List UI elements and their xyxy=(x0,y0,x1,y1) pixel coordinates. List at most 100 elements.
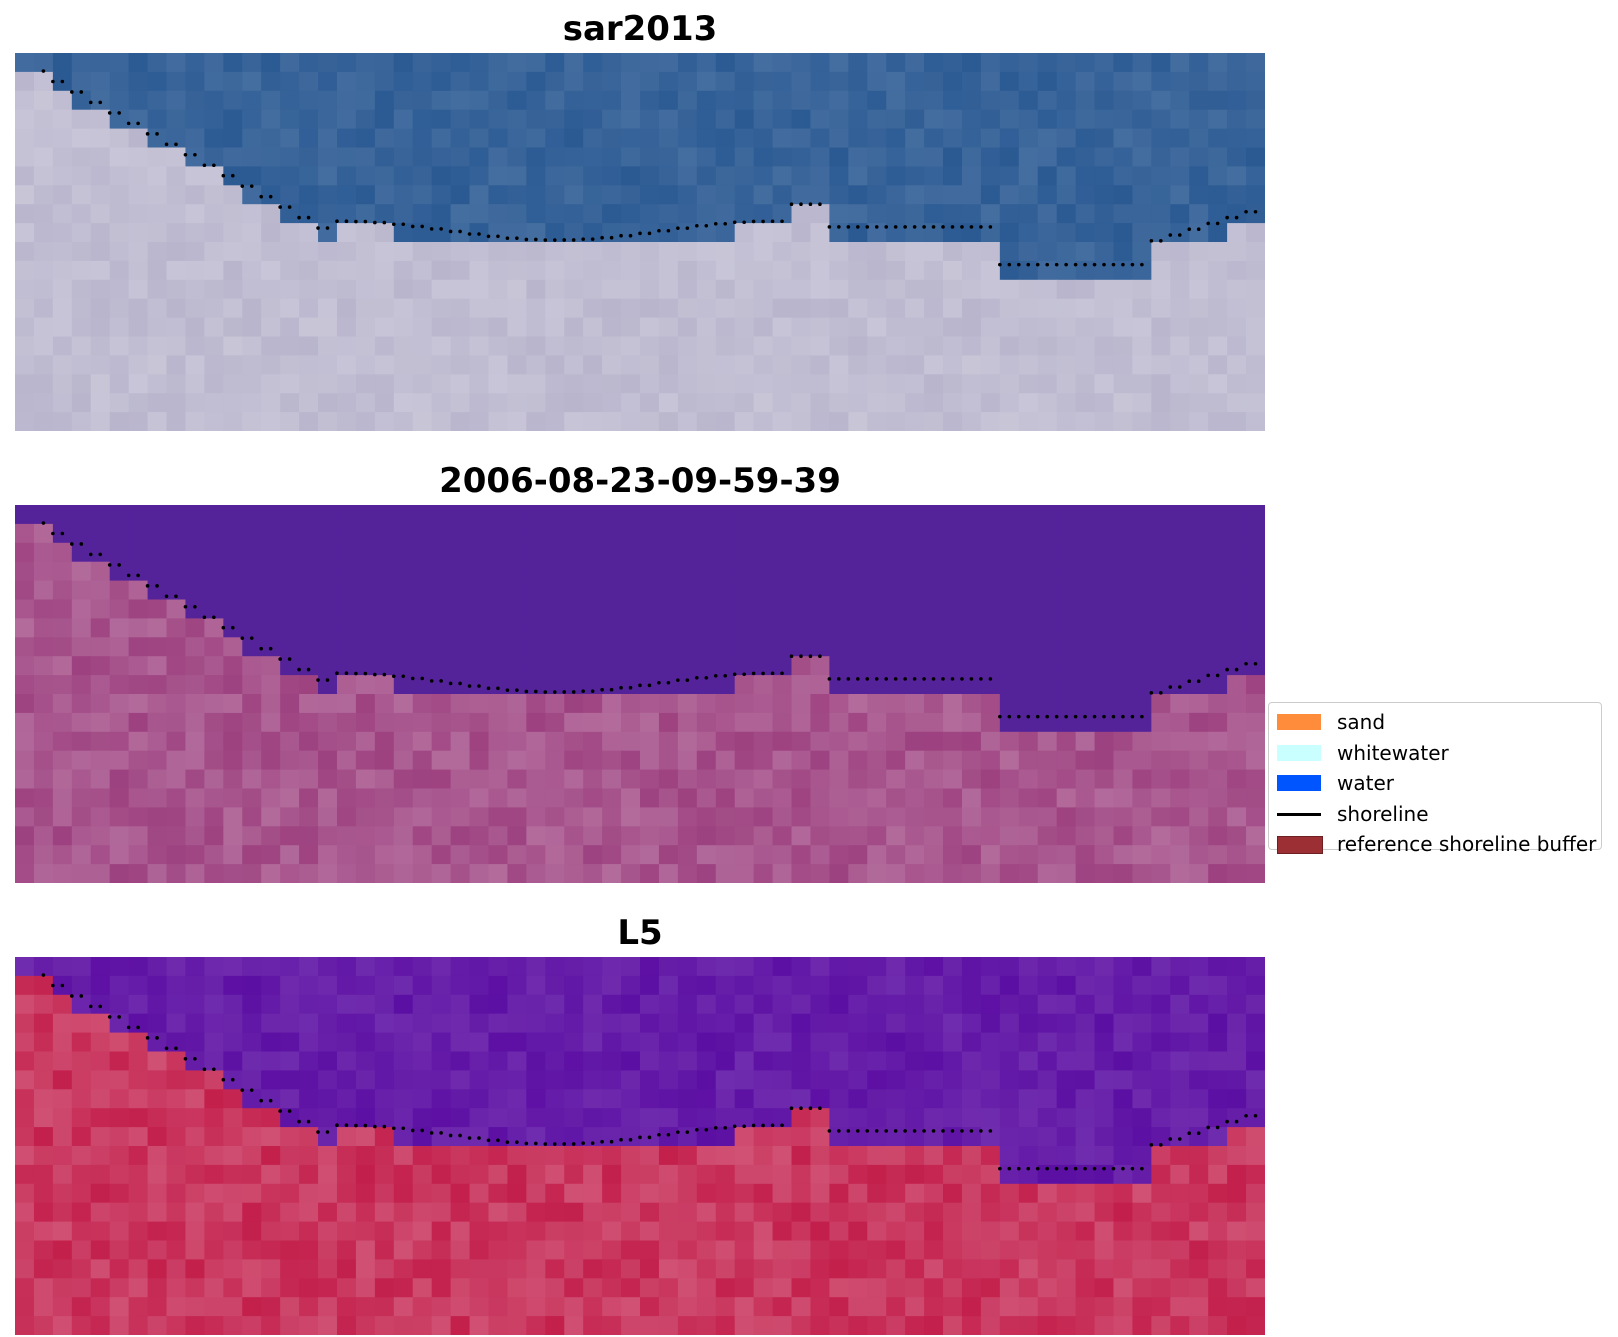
shoreline-point xyxy=(496,686,500,691)
shoreline-point xyxy=(164,1046,169,1051)
shoreline-point xyxy=(382,672,387,677)
shoreline-point xyxy=(401,1126,406,1131)
shoreline-point xyxy=(657,228,661,233)
shoreline-point xyxy=(335,1123,339,1128)
shoreline-point xyxy=(732,220,737,225)
legend-item-whitewater: whitewater xyxy=(1269,739,1601,770)
panel-title-rgb: sar2013 xyxy=(562,9,718,49)
shoreline-point xyxy=(1130,714,1135,719)
shoreline-point xyxy=(685,678,690,682)
shoreline-point xyxy=(354,1123,358,1128)
shoreline-point xyxy=(1045,714,1049,719)
shoreline-point xyxy=(969,1129,974,1133)
shoreline-point xyxy=(676,226,680,230)
shoreline-point xyxy=(761,1123,765,1128)
legend-label: water xyxy=(1337,771,1394,795)
shoreline-point xyxy=(477,1136,481,1140)
shoreline-point xyxy=(60,983,65,988)
shoreline-point xyxy=(1149,691,1154,695)
shoreline-point xyxy=(51,983,55,988)
shoreline-point xyxy=(988,225,993,229)
shoreline-point xyxy=(410,224,415,229)
shoreline-point xyxy=(1140,262,1144,267)
water-index-image xyxy=(15,957,1265,1335)
shoreline-point xyxy=(126,121,131,126)
shoreline-point xyxy=(79,994,84,998)
shoreline-point xyxy=(221,1077,226,1082)
shoreline-point xyxy=(676,1130,680,1134)
shoreline-point xyxy=(723,221,728,226)
shoreline-point xyxy=(808,654,813,658)
shoreline-point xyxy=(789,1106,794,1110)
shoreline-point xyxy=(316,226,320,230)
shoreline-point xyxy=(827,225,832,229)
shoreline-point xyxy=(770,219,775,224)
legend-label: shoreline xyxy=(1337,801,1429,826)
shoreline-point xyxy=(534,1141,538,1146)
shoreline-point xyxy=(354,219,358,224)
shoreline-point xyxy=(439,1131,443,1135)
shoreline-point xyxy=(259,194,264,199)
shoreline-point xyxy=(212,163,216,168)
shoreline-point xyxy=(1045,1166,1049,1171)
shoreline-point xyxy=(515,688,519,692)
shoreline-point xyxy=(713,221,718,226)
shoreline-point xyxy=(638,231,642,236)
shoreline-point xyxy=(164,594,169,599)
shoreline-point xyxy=(1121,714,1125,719)
shoreline-point xyxy=(1253,1113,1258,1118)
shoreline-point xyxy=(231,173,235,178)
shoreline-point xyxy=(856,677,860,681)
shoreline-point xyxy=(761,219,765,224)
shoreline-point xyxy=(1073,1166,1078,1171)
shoreline-point xyxy=(837,1129,841,1133)
shoreline-point xyxy=(846,677,851,681)
shoreline-point xyxy=(1007,1166,1012,1171)
shoreline-point xyxy=(344,1123,349,1128)
shoreline-point xyxy=(1102,1166,1106,1171)
shoreline-point xyxy=(486,234,491,239)
shoreline-point xyxy=(1111,714,1116,719)
shoreline-point xyxy=(363,219,368,224)
shoreline-point xyxy=(590,237,595,241)
shoreline-point xyxy=(41,69,46,73)
panel-title-date: 2006-08-23-09-59-39 xyxy=(439,461,841,501)
shoreline-point xyxy=(183,152,188,157)
shoreline-point xyxy=(193,152,197,157)
whitewater-swatch xyxy=(1277,744,1321,761)
shoreline-point xyxy=(249,184,254,188)
shoreline-point xyxy=(467,232,472,236)
shoreline-point xyxy=(458,681,462,686)
shoreline-point xyxy=(600,235,604,240)
shoreline-point xyxy=(249,1088,254,1092)
shoreline-point xyxy=(619,685,623,690)
shoreline-point xyxy=(856,1129,860,1133)
shoreline-point xyxy=(1121,1166,1125,1171)
shoreline-point xyxy=(240,636,245,640)
shoreline-point xyxy=(865,677,870,681)
shoreline-point xyxy=(1111,1166,1116,1171)
shoreline-point xyxy=(439,679,443,683)
shoreline-point xyxy=(780,219,784,224)
shoreline-point xyxy=(382,220,387,225)
shoreline-point xyxy=(922,1129,926,1133)
shoreline-point xyxy=(543,690,548,694)
shoreline-point xyxy=(1064,262,1068,267)
shoreline-point xyxy=(126,573,131,578)
shoreline-point xyxy=(628,1137,633,1142)
shoreline-point xyxy=(1159,239,1163,243)
shoreline-point xyxy=(278,1109,282,1113)
shoreline-point xyxy=(1026,262,1031,267)
shoreline-point xyxy=(325,226,330,230)
shoreline-point xyxy=(458,229,462,234)
shoreline-point xyxy=(543,1142,548,1146)
shoreline-point xyxy=(1026,714,1031,719)
shoreline-point xyxy=(448,1133,453,1138)
shoreline-point xyxy=(98,100,103,105)
shoreline-point xyxy=(524,1141,529,1146)
shoreline-point xyxy=(837,225,841,229)
shoreline-point xyxy=(827,677,832,681)
shoreline-point xyxy=(1187,227,1192,232)
classified-image-panel xyxy=(15,505,1265,883)
shoreline-point xyxy=(1225,215,1229,220)
